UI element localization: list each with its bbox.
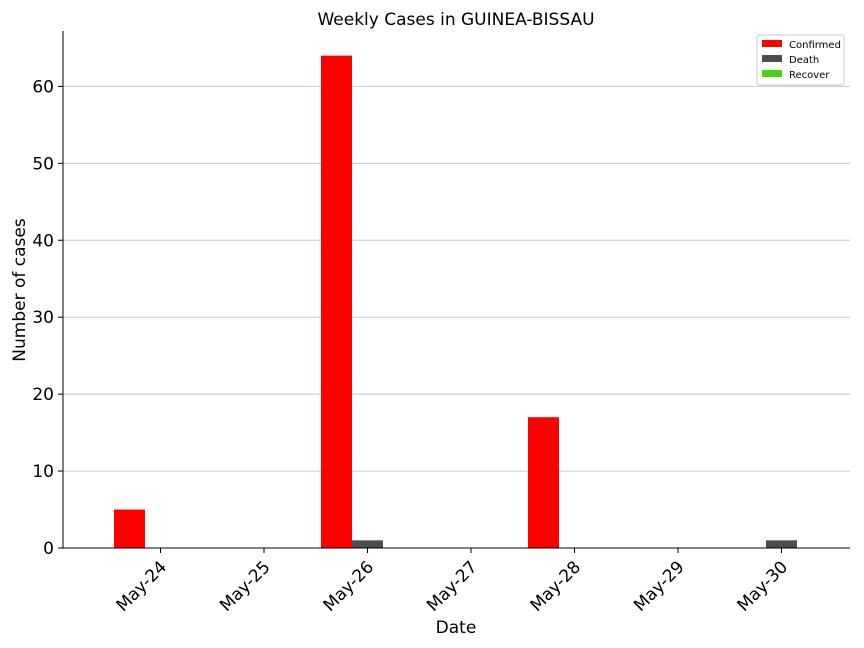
y-axis-label: Number of cases: [10, 218, 30, 362]
y-tick-label: 60: [32, 77, 54, 97]
gridlines: [63, 85, 850, 472]
x-tick-label: May-27: [423, 557, 481, 615]
bar-death-may-30: [766, 540, 797, 548]
x-tick-label: May-29: [630, 557, 688, 615]
x-tick-label: May-28: [527, 557, 585, 615]
legend-label-death: Death: [789, 55, 819, 66]
x-tick-label: May-25: [216, 557, 274, 615]
legend-swatch-recover: [762, 70, 782, 77]
y-tick-label: 0: [43, 539, 54, 559]
legend: Confirmed Death Recover: [756, 34, 845, 86]
chart-title: Weekly Cases in GUINEA-BISSAU: [317, 10, 594, 30]
legend-label-confirmed: Confirmed: [789, 40, 841, 51]
bar-confirmed-may-26: [321, 55, 352, 548]
y-tick-label: 30: [32, 308, 54, 328]
x-tick-label: May-26: [320, 557, 378, 615]
bar-confirmed-may-24: [114, 509, 145, 548]
legend-label-recover: Recover: [789, 70, 830, 81]
y-tick-label: 20: [32, 385, 54, 405]
legend-swatch-confirmed: [762, 40, 782, 47]
x-axis-label: Date: [436, 618, 477, 638]
x-tick-label: May-30: [734, 557, 792, 615]
bar-confirmed-may-28: [528, 417, 559, 548]
x-tick-label: May-24: [113, 557, 171, 615]
y-tick-label: 50: [32, 154, 54, 174]
legend-swatch-death: [762, 55, 782, 62]
y-tick-label: 10: [32, 462, 54, 482]
x-ticks: May-24 May-25 May-26 May-27 May-28 May-29 May-…: [113, 548, 792, 616]
y-tick-label: 40: [32, 231, 54, 251]
bar-death-may-26: [352, 540, 383, 548]
bars: [114, 55, 797, 548]
y-ticks: 0 10 20 30 40 50 60: [32, 77, 63, 559]
